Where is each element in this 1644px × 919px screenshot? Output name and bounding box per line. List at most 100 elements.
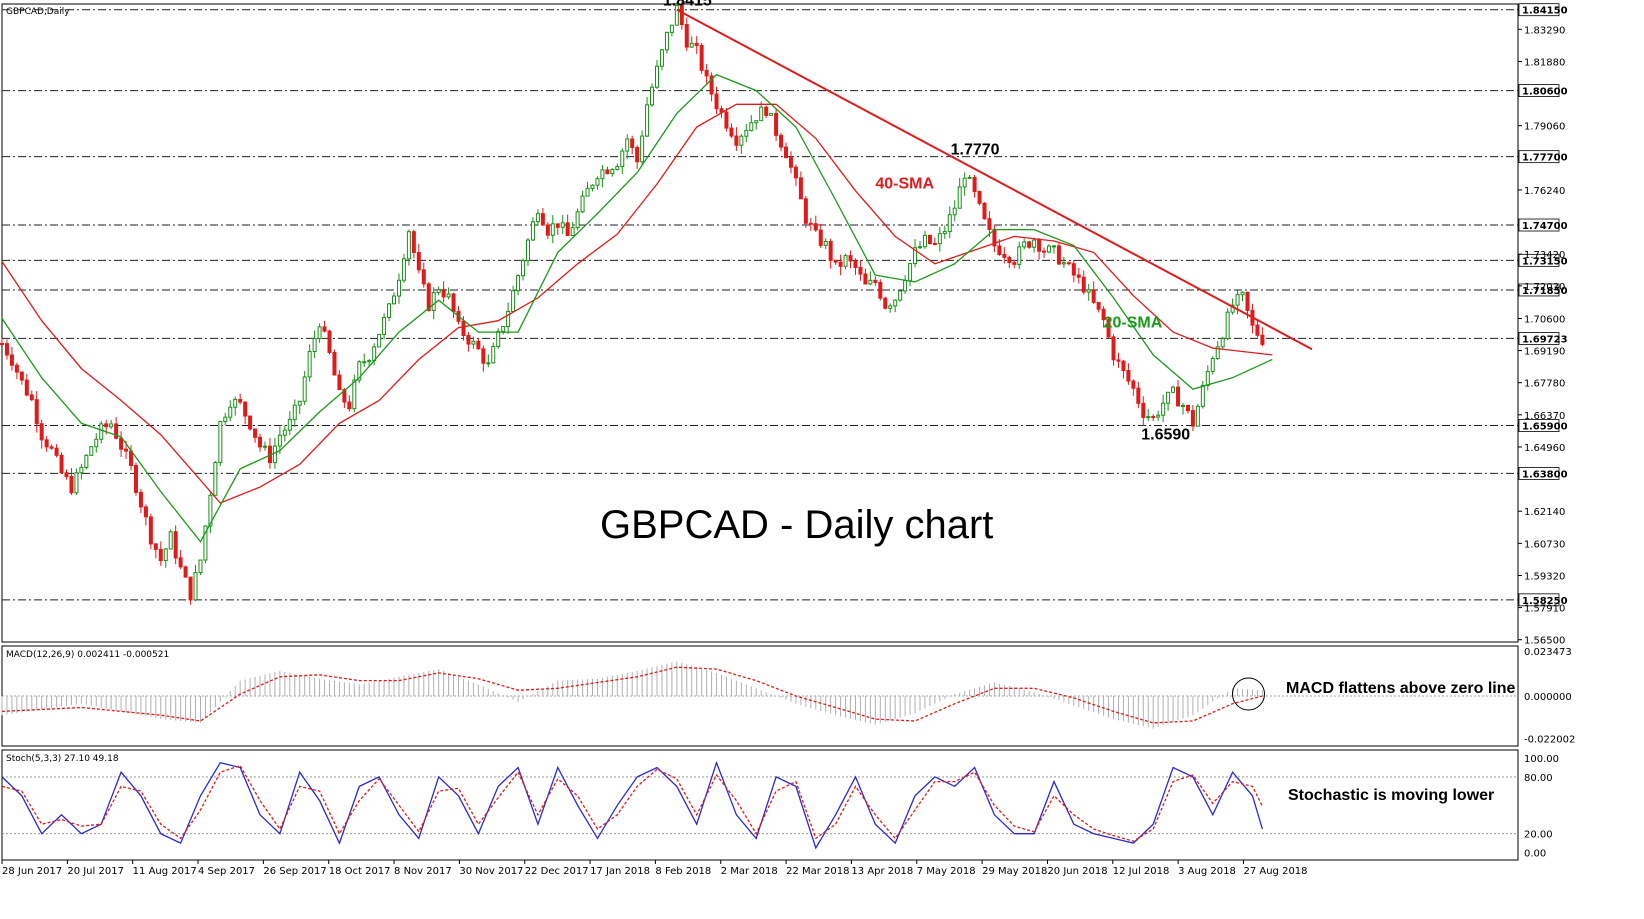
candle-body xyxy=(1017,246,1022,265)
candle-body xyxy=(49,446,54,449)
candle-body xyxy=(893,299,898,307)
candle-body xyxy=(79,466,84,474)
level-tag xyxy=(1518,332,1560,345)
candle-body xyxy=(1141,402,1146,418)
candle-body xyxy=(14,364,19,373)
level-label: 1.80600 xyxy=(1522,87,1568,98)
price-tick-label: 1.64960 xyxy=(1524,443,1565,454)
candle-body xyxy=(421,269,426,285)
candle-body xyxy=(972,176,977,192)
candle-body xyxy=(297,400,302,406)
date-label: 8 Feb 2018 xyxy=(655,866,711,877)
candle-body xyxy=(262,445,267,448)
candle-body xyxy=(173,531,178,559)
candle-body xyxy=(491,346,496,364)
candle-body xyxy=(863,273,868,285)
candle-body xyxy=(1037,239,1042,252)
candle-body xyxy=(595,178,600,186)
candle-body xyxy=(937,233,942,245)
candle-body xyxy=(1091,289,1096,303)
candle-body xyxy=(530,221,535,241)
level-label: 1.77700 xyxy=(1522,153,1568,164)
candle-body xyxy=(496,330,501,348)
candle-body xyxy=(550,223,555,236)
chart-title: GBPCAD - Daily chart xyxy=(600,503,993,547)
candle-body xyxy=(764,106,769,116)
candle-body xyxy=(545,224,550,236)
macd-histogram xyxy=(1,661,1263,729)
candle-body xyxy=(401,258,406,281)
price-tick-label: 1.83290 xyxy=(1524,25,1565,36)
candle-body xyxy=(104,423,109,428)
candle-body xyxy=(739,135,744,146)
candle-body xyxy=(0,343,4,346)
stoch-tick-label: 80.00 xyxy=(1524,773,1553,784)
candle-body xyxy=(868,279,873,285)
candle-body xyxy=(481,348,486,364)
price-tick-label: 1.69190 xyxy=(1524,347,1565,358)
price-tick-label: 1.72030 xyxy=(1524,282,1565,293)
candle-body xyxy=(1245,291,1250,311)
candle-body xyxy=(1056,245,1061,265)
candle-body xyxy=(317,326,322,340)
peak-label-low: 1.6590 xyxy=(1141,427,1190,444)
candle-body xyxy=(1071,263,1076,276)
candle-body xyxy=(575,211,580,229)
candle-body xyxy=(704,69,709,77)
candle-body xyxy=(1081,276,1086,293)
candle-body xyxy=(555,223,560,228)
candle-body xyxy=(664,31,669,51)
sma40-label: 40-SMA xyxy=(875,176,934,193)
candle-body xyxy=(803,198,808,224)
candle-body xyxy=(213,461,218,496)
candle-body xyxy=(878,281,883,299)
candle-body xyxy=(1027,241,1032,248)
price-tick-label: 1.79060 xyxy=(1524,122,1565,133)
candle-body xyxy=(392,295,397,305)
price-tick-label: 1.57910 xyxy=(1524,604,1565,615)
candle-body xyxy=(1101,308,1106,321)
candle-body xyxy=(813,223,818,231)
candle-body xyxy=(133,464,138,493)
candle-body xyxy=(163,548,168,562)
candle-body xyxy=(188,576,193,601)
candle-body xyxy=(1205,370,1210,386)
candle-body xyxy=(466,335,471,345)
candle-body xyxy=(406,231,411,260)
candle-body xyxy=(74,472,79,494)
candle-body xyxy=(1066,262,1071,265)
candle-body xyxy=(1146,416,1151,419)
sma40-line xyxy=(1,103,1273,504)
macd-highlight-circle xyxy=(1231,677,1265,711)
candle-body xyxy=(292,404,297,420)
candle-body xyxy=(143,506,148,518)
candle-body xyxy=(1126,370,1131,382)
candle-body xyxy=(153,543,158,550)
candle-body xyxy=(525,239,530,262)
candle-body xyxy=(476,340,481,350)
level-tag xyxy=(1518,84,1560,97)
candle-body xyxy=(411,231,416,253)
candle-body xyxy=(367,360,372,363)
price-tick-label: 1.73420 xyxy=(1524,250,1565,261)
trendline xyxy=(676,8,1313,351)
level-tag xyxy=(1518,419,1560,432)
candle-body xyxy=(630,138,635,148)
candle-body xyxy=(506,310,511,328)
candle-body xyxy=(754,120,759,124)
stoch-tick-label: 100.00 xyxy=(1524,754,1559,765)
candle-body xyxy=(84,454,89,468)
candle-body xyxy=(1012,262,1017,265)
candle-body xyxy=(669,24,674,33)
candle-body xyxy=(759,106,764,122)
candle-body xyxy=(694,42,699,46)
candle-body xyxy=(724,111,729,129)
candle-body xyxy=(337,374,342,391)
candle-body xyxy=(327,330,332,353)
candle-body xyxy=(322,326,327,332)
candle-body xyxy=(302,376,307,402)
candle-body xyxy=(69,475,74,494)
candle-body xyxy=(436,289,441,294)
stoch-panel-frame xyxy=(1,749,1519,861)
candle-body xyxy=(64,472,69,477)
